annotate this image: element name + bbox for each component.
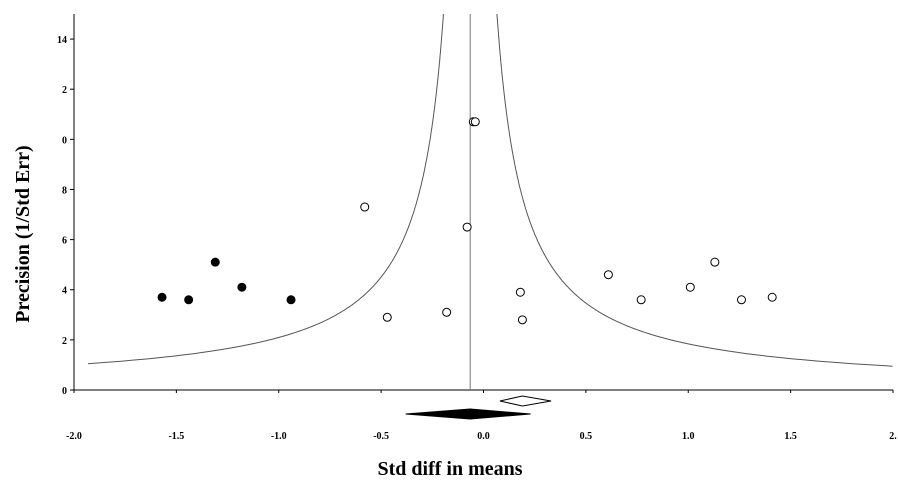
observed-study-point (382, 312, 392, 322)
x-tick-label: -2.0 (66, 431, 82, 442)
observed-study-point (442, 307, 452, 317)
adjusted-summary-diamond (405, 408, 531, 420)
observed-study-point (767, 292, 777, 302)
x-tick-label: -1.0 (271, 431, 287, 442)
y-tick-label: 14 (57, 35, 67, 46)
observed-summary-diamond (499, 395, 552, 407)
data-points (157, 117, 777, 325)
y-axis-title: Precision (1/Std Err) (12, 145, 34, 322)
x-axis-title: Std diff in means (377, 458, 522, 480)
imputed-study-point (184, 295, 194, 305)
imputed-study-point (210, 257, 220, 267)
y-tick-label: 2 (62, 336, 67, 347)
funnel-limit-left (87, 13, 444, 365)
y-tick-label: 2 (62, 85, 67, 96)
imputed-study-point (237, 282, 247, 292)
imputed-study-point (157, 292, 167, 302)
observed-study-point (470, 117, 480, 127)
x-tick-label: -1.5 (168, 431, 184, 442)
observed-study-point (736, 295, 746, 305)
x-axis-ticks: -2.0 -1.5 -1.0 -0.5 0.0 0.5 1.0 1.5 2. (66, 390, 897, 442)
observed-study-point (685, 282, 695, 292)
imputed-study-point (286, 295, 296, 305)
observed-study-point (603, 270, 613, 280)
y-tick-label: 0 (62, 386, 67, 397)
observed-study-point (515, 287, 525, 297)
funnel-curves (87, 13, 893, 367)
funnel-limit-right (496, 13, 893, 367)
x-tick-label: 1.5 (784, 431, 797, 442)
x-tick-label: 0.5 (580, 431, 593, 442)
observed-study-point (517, 315, 527, 325)
y-tick-label: 6 (62, 236, 67, 247)
y-axis-ticks: 0 2 4 6 8 0 2 14 (57, 35, 74, 397)
x-tick-label: -0.5 (373, 431, 389, 442)
observed-study-point (360, 202, 370, 212)
observed-study-point (636, 295, 646, 305)
summary-diamonds (405, 395, 552, 420)
observed-study-point (710, 257, 720, 267)
y-tick-label: 4 (62, 286, 67, 297)
x-tick-label: 2. (889, 431, 897, 442)
x-tick-label: 0.0 (477, 431, 490, 442)
y-tick-label: 0 (62, 135, 67, 146)
y-tick-label: 8 (62, 185, 67, 196)
observed-study-point (462, 222, 472, 232)
x-tick-label: 1.0 (682, 431, 695, 442)
